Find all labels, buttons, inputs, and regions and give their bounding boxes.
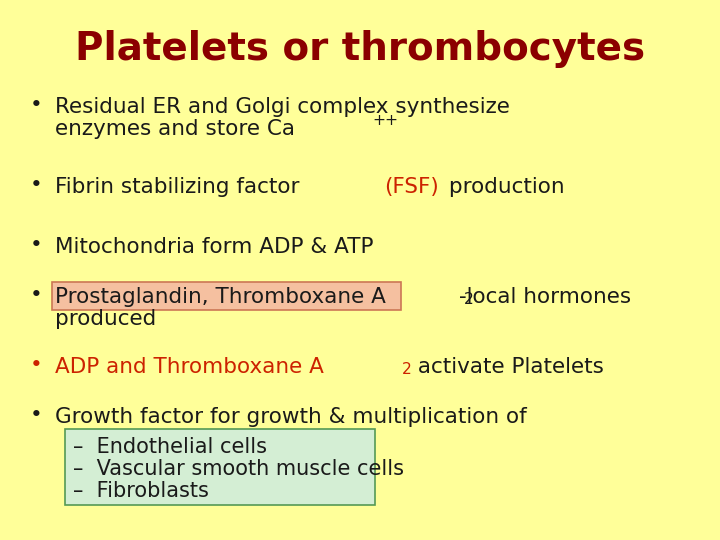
FancyBboxPatch shape [52,282,400,310]
Text: •: • [30,285,42,305]
Text: •: • [30,235,42,255]
Text: (FSF): (FSF) [384,177,438,197]
Text: •: • [30,175,42,195]
Text: ADP and Thromboxane A: ADP and Thromboxane A [55,357,324,377]
Text: Mitochondria form ADP & ATP: Mitochondria form ADP & ATP [55,237,374,257]
Text: •: • [30,405,42,425]
Text: •: • [30,95,42,115]
Text: produced: produced [55,309,156,329]
Text: –  Fibroblasts: – Fibroblasts [73,481,209,501]
Text: activate Platelets: activate Platelets [411,357,604,377]
Text: 2: 2 [402,362,411,377]
Text: –  Endothelial cells: – Endothelial cells [73,437,267,457]
Text: Platelets or thrombocytes: Platelets or thrombocytes [75,30,645,68]
Text: Fibrin stabilizing factor: Fibrin stabilizing factor [55,177,307,197]
Text: ++: ++ [373,113,399,128]
Text: Prostaglandin, Thromboxane A: Prostaglandin, Thromboxane A [55,287,386,307]
Text: •: • [30,355,42,375]
Text: Residual ER and Golgi complex synthesize: Residual ER and Golgi complex synthesize [55,97,510,117]
Text: -local hormones: -local hormones [459,287,631,307]
Text: Growth factor for growth & multiplication of: Growth factor for growth & multiplicatio… [55,407,527,427]
Text: production: production [442,177,565,197]
Text: enzymes and store Ca: enzymes and store Ca [55,119,295,139]
FancyBboxPatch shape [65,429,375,505]
Text: 2: 2 [464,292,473,307]
Text: –  Vascular smooth muscle cells: – Vascular smooth muscle cells [73,459,404,479]
